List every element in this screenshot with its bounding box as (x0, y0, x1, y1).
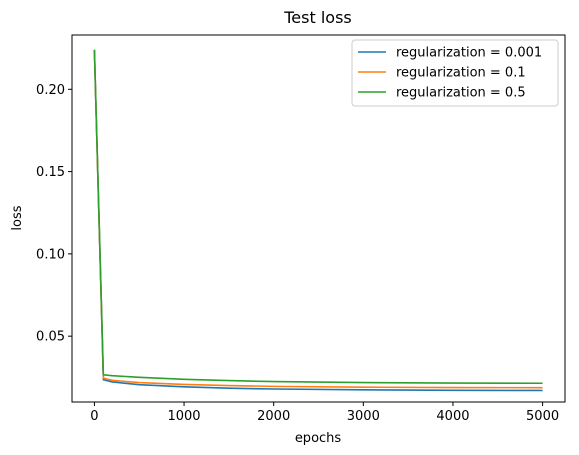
legend-box (351, 39, 559, 107)
series-line (93, 49, 543, 392)
x-tick-label: 5000 (526, 409, 559, 424)
legend-label: regularization = 0.1 (396, 66, 526, 81)
x-tick-label: 2000 (257, 409, 290, 424)
legend-label: regularization = 0.5 (396, 86, 526, 101)
x-tick-label: 1000 (167, 409, 200, 424)
y-axis-label: loss (10, 205, 25, 230)
x-axis-label: epochs (295, 431, 342, 446)
chart-title: Test loss (283, 8, 352, 27)
series-line (93, 49, 543, 385)
legend-label: regularization = 0.001 (396, 46, 542, 61)
y-tick-label: 0.15 (36, 165, 65, 180)
ticks-layer: 0 1000 2000 3000 4000 5000 0.05 0.10 0.15 0.20 (36, 83, 559, 424)
x-tick-label: 4000 (436, 409, 469, 424)
y-tick-label: 0.10 (36, 247, 65, 262)
y-tick-label: 0.05 (36, 330, 65, 345)
x-tick-label: 3000 (347, 409, 380, 424)
legend: regularization = 0.001 regularization = 0… (351, 39, 559, 107)
y-tick-label: 0.20 (36, 83, 65, 98)
x-tick-label: 0 (90, 409, 98, 424)
plot-frame (71, 34, 566, 403)
series-line (93, 49, 543, 389)
series-layer (93, 49, 543, 392)
